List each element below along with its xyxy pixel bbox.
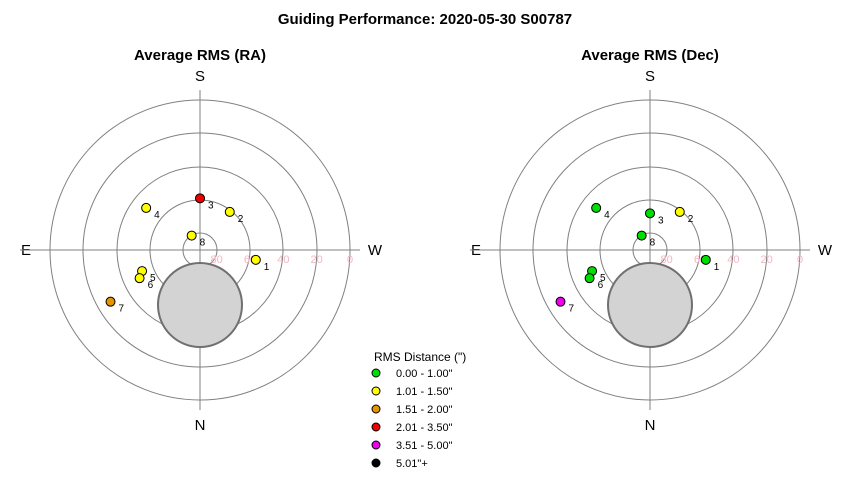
- altitude-tick-label: 40: [277, 254, 289, 266]
- data-point-1: [700, 254, 711, 265]
- altitude-tick-label: 80: [661, 254, 673, 266]
- legend-label: 0.00 - 1.00": [396, 368, 453, 380]
- data-points: 1 2 3 4 56 7 8: [555, 202, 720, 315]
- data-point-4: [141, 202, 152, 213]
- data-point-label: 8: [200, 238, 206, 249]
- data-point-2: [224, 206, 235, 217]
- data-point-label: 5: [150, 273, 156, 284]
- polar-plot-ra: Average RMS (RA) S N E W 80 60 40 20 0 12345…: [20, 47, 383, 434]
- legend: RMS Distance (") 0.00 - 1.00" 1.01 - 1.50…: [371, 350, 466, 470]
- altitude-tick-label: 80: [211, 254, 223, 266]
- legend-swatch: [371, 386, 381, 396]
- data-point-2: [674, 206, 685, 217]
- data-point-8: [186, 230, 197, 241]
- compass-south: S: [195, 68, 205, 85]
- data-point-label: 4: [604, 210, 610, 221]
- compass-west: W: [818, 242, 833, 259]
- legend-title: RMS Distance ("): [374, 350, 466, 364]
- chart-title: Guiding Performance: 2020-05-30 S00787: [278, 11, 572, 28]
- altitude-tick-label: 0: [797, 254, 803, 266]
- altitude-ring: [82, 132, 318, 368]
- altitude-rings: [470, 90, 810, 410]
- compass-north: N: [195, 417, 206, 434]
- legend-label: 3.51 - 5.00": [396, 440, 453, 452]
- legend-swatch: [371, 422, 381, 432]
- altitude-tick-label: 0: [347, 254, 353, 266]
- data-point-label: 6: [148, 280, 154, 291]
- data-point-6: [584, 273, 595, 284]
- altitude-tick-label: 20: [761, 254, 773, 266]
- data-point-6: [134, 273, 145, 284]
- data-point-label: 7: [119, 304, 125, 315]
- data-point-label: 3: [658, 215, 664, 226]
- zenith-exclusion-zone: [607, 262, 693, 348]
- data-point-label: 4: [154, 210, 160, 221]
- legend-label: 1.51 - 2.00": [396, 404, 453, 416]
- altitude-ring: [49, 99, 351, 401]
- legend-label: 1.01 - 1.50": [396, 386, 453, 398]
- data-point-label: 5: [600, 273, 606, 284]
- data-point-4: [591, 202, 602, 213]
- legend-label: 5.01"+: [396, 458, 428, 470]
- data-point-8: [636, 230, 647, 241]
- altitude-ring: [499, 99, 801, 401]
- altitude-tick-labels: 80 60 40 20 0: [661, 254, 804, 266]
- altitude-rings: [20, 90, 360, 410]
- data-point-label: 2: [688, 214, 694, 225]
- data-points: 1 2 3 4 56 7 8: [105, 193, 270, 315]
- data-point-label: 8: [650, 238, 656, 249]
- legend-swatch: [371, 404, 381, 414]
- zenith-exclusion-zone: [157, 262, 243, 348]
- data-point-label: 6: [598, 280, 604, 291]
- compass-north: N: [645, 417, 656, 434]
- subtitle-dec: Average RMS (Dec): [581, 47, 719, 64]
- legend-swatch: [371, 368, 381, 378]
- subtitle-ra: Average RMS (RA): [134, 47, 266, 64]
- data-point-label: 7: [569, 304, 575, 315]
- data-point-label: 3: [208, 200, 214, 211]
- altitude-ring: [532, 132, 768, 368]
- compass-west: W: [368, 242, 383, 259]
- data-point-label: 2: [238, 214, 244, 225]
- legend-label: 2.01 - 3.50": [396, 422, 453, 434]
- data-point-7: [555, 296, 566, 307]
- data-point-3: [645, 208, 655, 219]
- data-point-1: [250, 254, 261, 265]
- altitude-tick-labels: 80 60 40 20 0: [211, 254, 354, 266]
- compass-south: S: [645, 68, 655, 85]
- data-point-label: 1: [714, 262, 720, 273]
- data-point-3: [195, 193, 205, 204]
- legend-swatch: [371, 458, 381, 468]
- polar-plot-dec: Average RMS (Dec) S N E W 80 60 40 20 0 1234…: [470, 47, 833, 434]
- altitude-tick-label: 40: [727, 254, 739, 266]
- legend-items: 0.00 - 1.00" 1.01 - 1.50" 1.51 - 2.00" 2.01…: [371, 368, 453, 470]
- data-point-label: 1: [264, 262, 270, 273]
- legend-swatch: [371, 440, 381, 450]
- altitude-tick-label: 20: [311, 254, 323, 266]
- data-point-7: [105, 296, 116, 307]
